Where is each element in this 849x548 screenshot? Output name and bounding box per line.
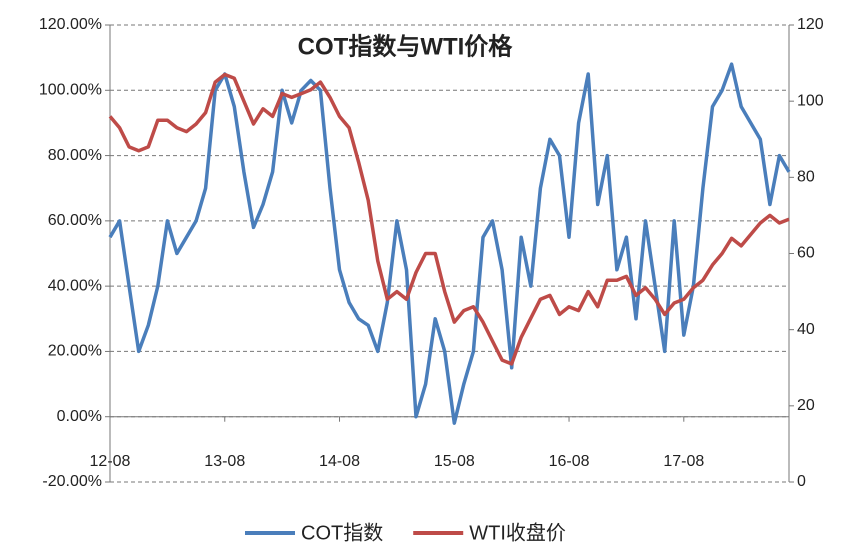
y2-tick-label: 120 bbox=[797, 16, 824, 33]
y-tick-label: 60.00% bbox=[48, 212, 102, 229]
y-tick-label: 20.00% bbox=[48, 343, 102, 360]
y-tick-label: 100.00% bbox=[39, 82, 102, 99]
x-tick-label: 14-08 bbox=[319, 453, 360, 470]
x-tick-label: 13-08 bbox=[204, 453, 245, 470]
y2-tick-label: 80 bbox=[797, 169, 815, 186]
series-line bbox=[108, 62, 791, 425]
y2-tick-label: 0 bbox=[797, 473, 806, 490]
x-tick-label: 16-08 bbox=[549, 453, 590, 470]
y-tick-label: 120.00% bbox=[39, 16, 102, 33]
x-tick-label: 17-08 bbox=[663, 453, 704, 470]
legend-label: COT指数 bbox=[301, 521, 383, 544]
series-line bbox=[108, 72, 790, 366]
chart-title: COT指数与WTI价格 bbox=[298, 33, 514, 60]
y-tick-label: 40.00% bbox=[48, 277, 102, 294]
x-tick-label: 15-08 bbox=[434, 453, 475, 470]
y-tick-label: 0.00% bbox=[57, 408, 102, 425]
y-tick-label: 80.00% bbox=[48, 147, 102, 164]
y2-tick-label: 20 bbox=[797, 397, 815, 414]
y2-tick-label: 40 bbox=[797, 321, 815, 338]
y2-tick-label: 100 bbox=[797, 92, 824, 109]
x-tick-label: 12-08 bbox=[90, 453, 131, 470]
legend-label: WTI收盘价 bbox=[469, 521, 566, 544]
y2-tick-label: 60 bbox=[797, 245, 815, 262]
y-tick-label: -20.00% bbox=[42, 473, 102, 490]
